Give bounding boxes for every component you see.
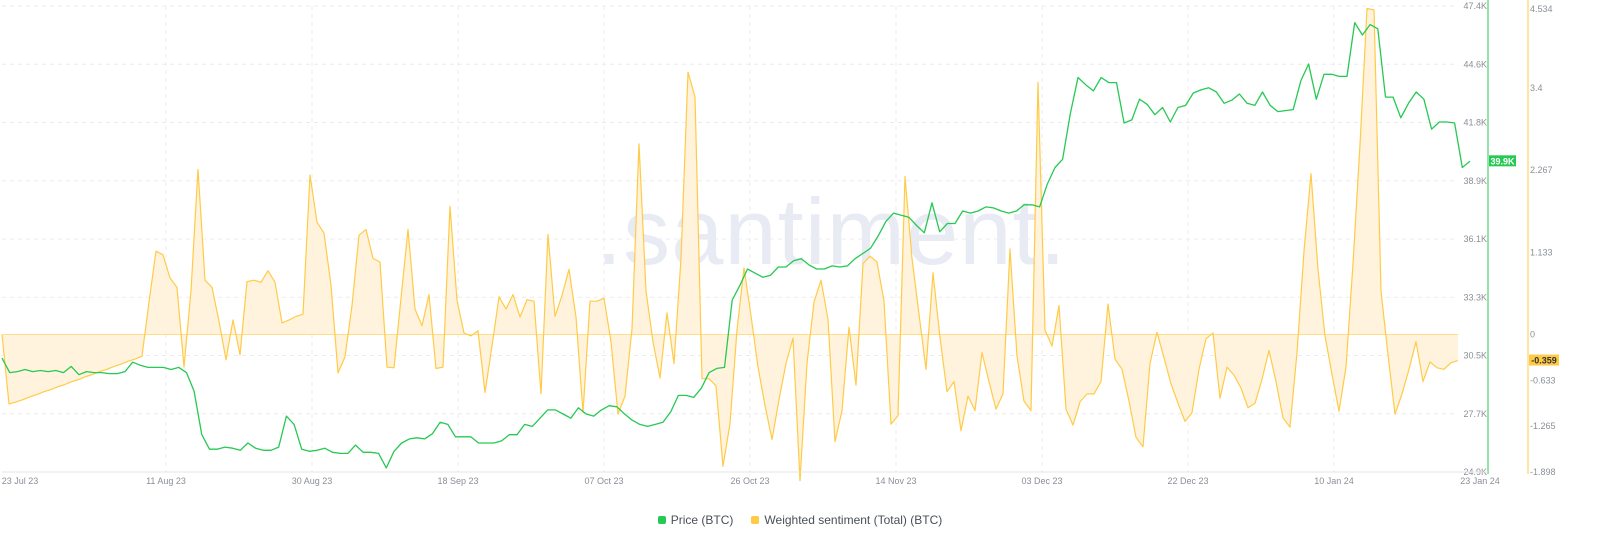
sentiment-line xyxy=(1,7,1459,482)
x-tick-label: 23 Jan 24 xyxy=(1460,476,1500,486)
sentiment-badge xyxy=(1529,354,1559,366)
price-line xyxy=(1,21,1471,469)
axes: 47.4K 44.6K 41.8K 38.9K 36.1K 33.3K 30.5K 27.7K… xyxy=(2,0,1556,486)
price-series xyxy=(1,21,1471,469)
sentiment-tick-label: 3.4 xyxy=(1530,83,1543,93)
sentiment-series xyxy=(1,7,1459,482)
sentiment-tick-label: -1.265 xyxy=(1530,421,1556,431)
x-tick-label: 14 Nov 23 xyxy=(875,476,916,486)
price-tick-label: 27.7K xyxy=(1463,409,1487,419)
sentiment-tick-label: 2.267 xyxy=(1530,165,1553,175)
price-badge xyxy=(1489,155,1516,167)
sentiment-swatch-icon xyxy=(751,516,760,524)
x-tick-label: 23 Jul 23 xyxy=(2,476,39,486)
legend-sentiment-label: Weighted sentiment (Total) (BTC) xyxy=(764,513,943,527)
x-tick-label: 11 Aug 23 xyxy=(146,476,186,486)
price-badge-text: 39.9K xyxy=(1490,156,1515,166)
sentiment-tick-label: 4.534 xyxy=(1530,4,1553,14)
current-value-badges: 39.9K -0.359 xyxy=(1489,155,1559,366)
price-tick-label: 44.6K xyxy=(1463,59,1487,69)
x-tick-label: 22 Dec 23 xyxy=(1167,476,1208,486)
sentiment-area xyxy=(2,8,1458,481)
price-tick-label: 38.9K xyxy=(1463,176,1487,186)
price-swatch-icon xyxy=(657,516,666,524)
x-tick-label: 18 Sep 23 xyxy=(437,476,478,486)
price-tick-label: 36.1K xyxy=(1463,234,1487,244)
x-tick-label: 10 Jan 24 xyxy=(1314,476,1354,486)
sentiment-badge-text: -0.359 xyxy=(1531,356,1557,366)
price-tick-label: 30.5K xyxy=(1463,351,1487,361)
legend: Price (BTC) Weighted sentiment (Total) (… xyxy=(0,513,1600,527)
legend-item-price[interactable]: Price (BTC) xyxy=(657,513,734,527)
x-tick-label: 26 Oct 23 xyxy=(730,476,769,486)
sentiment-tick-label: 0 xyxy=(1530,329,1535,339)
sentiment-tick-label: -1.898 xyxy=(1530,467,1556,477)
x-tick-label: 07 Oct 23 xyxy=(584,476,623,486)
price-tick-label: 33.3K xyxy=(1463,292,1487,302)
x-tick-label: 03 Dec 23 xyxy=(1021,476,1062,486)
legend-item-sentiment[interactable]: Weighted sentiment (Total) (BTC) xyxy=(751,513,942,527)
legend-price-label: Price (BTC) xyxy=(670,513,734,527)
x-tick-label: 30 Aug 23 xyxy=(292,476,333,486)
sentiment-tick-label: 1.133 xyxy=(1530,247,1553,257)
price-tick-label: 47.4K xyxy=(1463,1,1487,11)
sentiment-tick-label: -0.633 xyxy=(1530,375,1556,385)
price-tick-label: 41.8K xyxy=(1463,118,1487,128)
